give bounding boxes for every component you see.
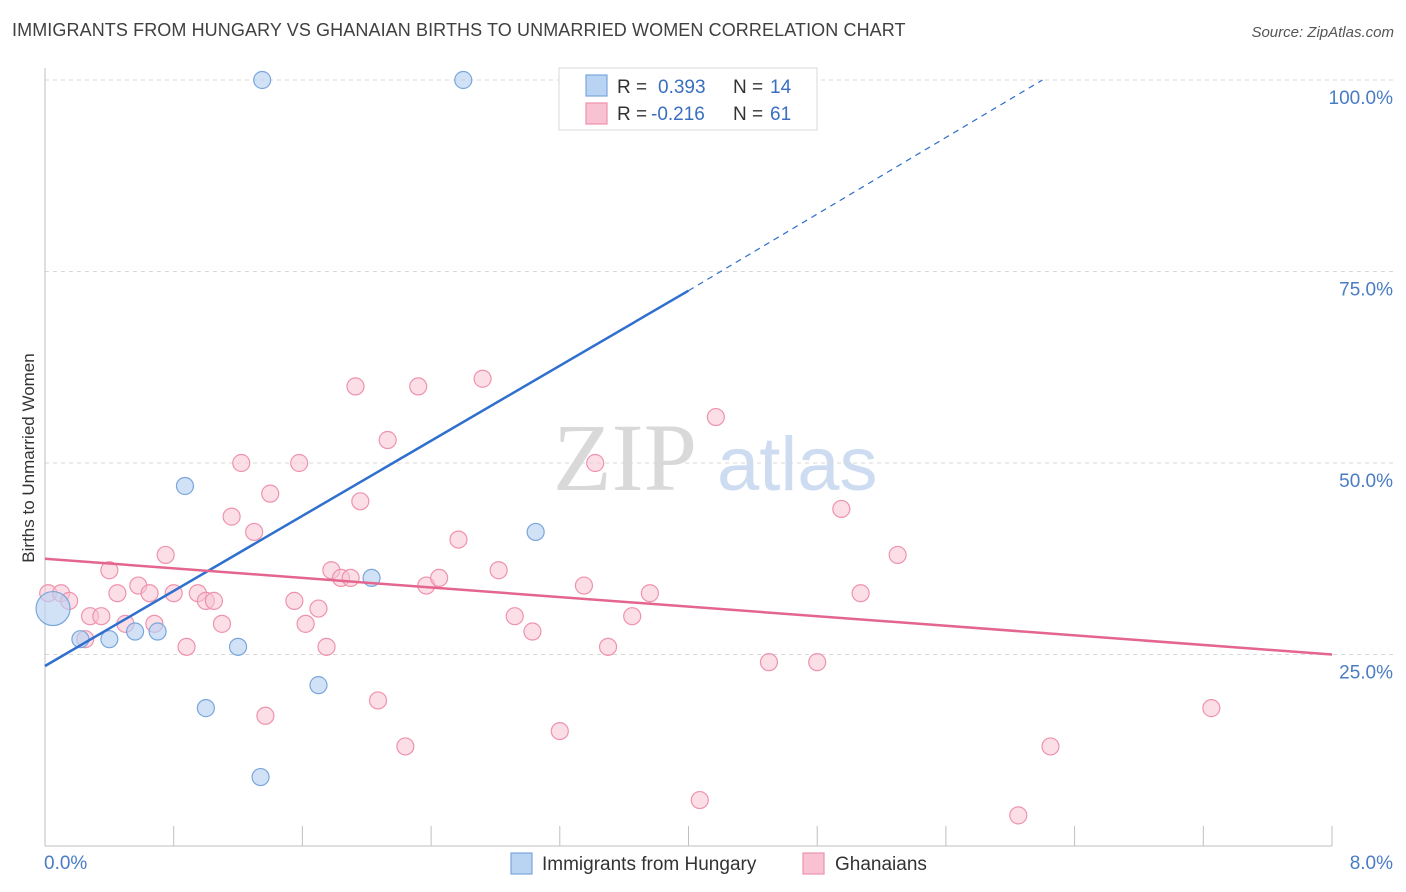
- legend-swatch-hungary: [585, 74, 608, 97]
- hungary-point: [228, 637, 248, 656]
- ghanaians-point: [1041, 737, 1060, 756]
- ghanaians-point: [317, 637, 336, 656]
- ghanaians-point: [351, 492, 370, 511]
- ghanaians-point: [285, 591, 304, 610]
- hungary-point: [251, 767, 270, 787]
- ghanaians-point: [108, 584, 127, 603]
- ghanaians-point: [430, 568, 449, 588]
- y-tick-label: 100.0%: [1329, 88, 1394, 109]
- trend-lines: [44, 79, 1333, 668]
- series-hungary: [35, 70, 545, 787]
- ghanaians-point: [808, 653, 827, 672]
- ghanaians-point: [523, 622, 542, 641]
- ghanaians-point: [222, 507, 241, 526]
- hungary-point: [148, 622, 167, 641]
- ghanaians-point: [309, 599, 328, 618]
- x-tick-label-min: 0.0%: [44, 853, 87, 874]
- ghanaians-point: [140, 584, 159, 603]
- hungary-point: [35, 590, 71, 627]
- hungary-point: [175, 476, 195, 496]
- ghanaians-point: [245, 522, 264, 542]
- legend-n-value-ghanaians: 61: [770, 104, 791, 125]
- ghanaians-point: [706, 407, 725, 427]
- ghanaians-point: [1202, 699, 1221, 718]
- y-axis-label: Births to Unmarried Women: [19, 353, 38, 562]
- ghanaians-point: [623, 607, 642, 626]
- legend-bottom-label-hungary: Immigrants from Hungary: [542, 854, 757, 875]
- ghanaians-point: [204, 591, 224, 610]
- ghanaians-point: [261, 484, 280, 503]
- hungary-point: [526, 522, 545, 542]
- ghanaians-point: [256, 706, 275, 725]
- x-ticks: [44, 826, 1333, 846]
- ghanaians-point: [368, 691, 388, 710]
- ghanaians-point: [473, 369, 492, 388]
- ghanaians-point: [409, 377, 428, 396]
- watermark-zip: ZIP: [553, 404, 697, 511]
- x-tick-label-max: 8.0%: [1350, 853, 1393, 874]
- ghanaians-point: [550, 721, 569, 741]
- ghanaians-point: [449, 530, 468, 549]
- ghanaians-point: [396, 737, 415, 756]
- legend-n-label-ghanaians: N =: [733, 104, 763, 125]
- hungary-point: [196, 699, 215, 718]
- hungary-point: [253, 70, 272, 90]
- hungary-point: [309, 676, 328, 695]
- legend-swatch-ghanaians: [585, 102, 608, 125]
- ghanaians-point: [296, 614, 315, 633]
- ghanaians-point: [574, 576, 594, 595]
- legend-n-label-hungary: N =: [733, 77, 763, 98]
- ghanaians-point: [92, 607, 111, 626]
- legend-bottom-swatch-hungary: [510, 852, 533, 875]
- hungary-trend-line: [44, 289, 690, 668]
- ghanaians-point: [489, 561, 508, 580]
- legend-n-value-hungary: 14: [770, 77, 792, 98]
- y-tick-labels: 25.0% 50.0% 75.0% 100.0%: [1329, 88, 1394, 684]
- ghanaians-point: [212, 614, 232, 633]
- hungary-point: [125, 622, 145, 641]
- ghanaians-point: [177, 637, 196, 656]
- ghanaians-point: [232, 453, 251, 473]
- ghanaians-point: [505, 607, 524, 626]
- ghanaians-point: [832, 499, 851, 519]
- hungary-point: [454, 70, 473, 90]
- legend-top: R = 0.393 N = 14 R = -0.216 N = 61: [558, 67, 818, 131]
- ghanaians-point: [290, 453, 309, 473]
- ghanaians-point: [341, 568, 360, 588]
- legend-bottom: Immigrants from Hungary Ghanaians: [510, 852, 927, 875]
- series-ghanaians: [39, 369, 1221, 825]
- ghanaians-point: [586, 453, 605, 473]
- hungary-trend-extension: [688, 79, 1043, 292]
- source-label: Source: ZipAtlas.com: [1251, 24, 1394, 41]
- ghanaians-point: [690, 790, 709, 810]
- hungary-point: [100, 630, 119, 649]
- ghanaians-point: [851, 584, 870, 603]
- ghanaians-point: [1009, 806, 1028, 825]
- ghanaians-point: [346, 377, 365, 396]
- ghanaians-point: [759, 653, 779, 672]
- legend-r-label-hungary: R =: [617, 77, 647, 98]
- legend-r-value-hungary: 0.393: [658, 77, 706, 98]
- legend-r-label-ghanaians: R =: [617, 104, 647, 125]
- ghanaians-point: [100, 561, 119, 580]
- ghanaians-point: [156, 545, 175, 565]
- legend-bottom-label-ghanaians: Ghanaians: [835, 854, 927, 875]
- grid-lines: [45, 79, 1393, 655]
- ghanaians-point: [378, 430, 397, 450]
- ghanaians-point: [640, 584, 659, 603]
- legend-bottom-swatch-ghanaians: [802, 852, 825, 875]
- chart-title: IMMIGRANTS FROM HUNGARY VS GHANAIAN BIRT…: [12, 20, 906, 40]
- legend-r-value-ghanaians: -0.216: [651, 104, 705, 125]
- watermark-atlas: atlas: [717, 422, 878, 507]
- ghanaians-trend-line: [44, 557, 1333, 656]
- y-tick-label: 50.0%: [1339, 471, 1393, 492]
- y-tick-label: 25.0%: [1339, 663, 1393, 684]
- y-tick-label: 75.0%: [1339, 280, 1393, 301]
- ghanaians-point: [598, 637, 618, 656]
- ghanaians-point: [888, 545, 907, 565]
